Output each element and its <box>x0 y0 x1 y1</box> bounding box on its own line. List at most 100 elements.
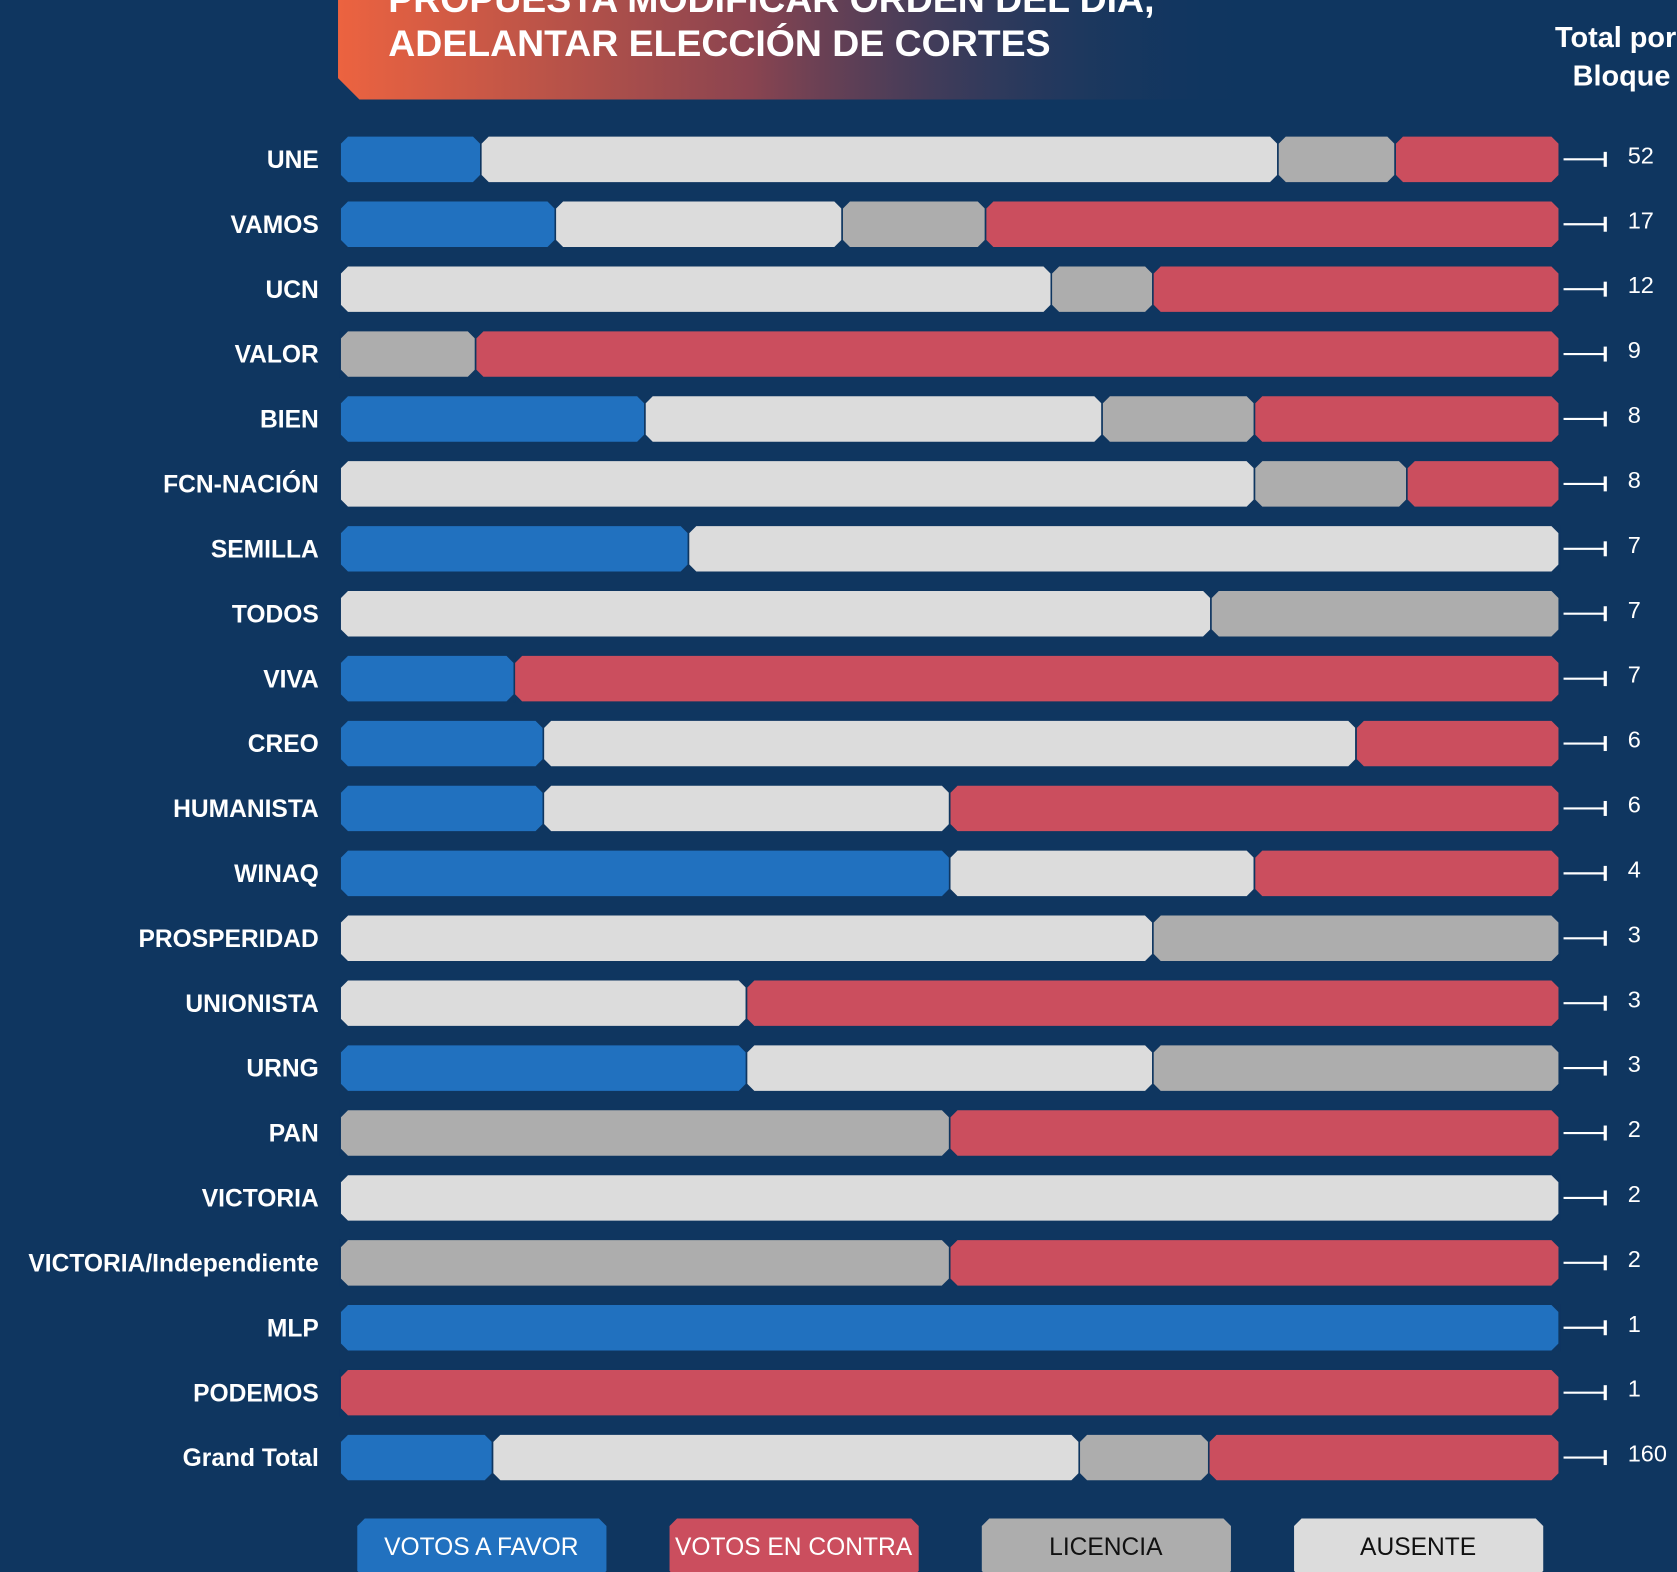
legend-label: LICENCIA <box>1049 1534 1163 1561</box>
chart-title: ADELANTAR ELECCIÓN DE CORTES <box>388 22 1050 64</box>
category-label: MLP <box>267 1315 319 1342</box>
total-label: 4 <box>1628 856 1641 882</box>
category-label: FCN-NACIÓN <box>163 471 319 499</box>
bar-segment <box>339 329 477 379</box>
bar-segment <box>948 1108 1561 1158</box>
legend-label: VOTOS EN CONTRA <box>675 1534 913 1561</box>
bar-segment <box>339 199 557 249</box>
total-label: 1 <box>1628 1376 1641 1402</box>
category-label: VALOR <box>235 342 319 369</box>
legend-swatch <box>669 1518 919 1572</box>
bar-segment <box>1152 264 1561 314</box>
totals-header: Total por <box>1555 22 1676 54</box>
category-label: UNIONISTA <box>185 991 319 1018</box>
category-label: PAN <box>269 1121 319 1148</box>
legend-swatch <box>1294 1518 1544 1572</box>
bar-segment <box>1210 589 1561 639</box>
category-label: PODEMOS <box>193 1380 319 1407</box>
bar-segment <box>339 459 1256 509</box>
bar-segment <box>339 978 748 1028</box>
bar-segment <box>644 394 1103 444</box>
bar-segment <box>948 849 1256 898</box>
category-label: VAMOS <box>230 212 318 239</box>
bar-segment <box>513 654 1561 703</box>
bar-segment <box>339 1433 494 1482</box>
bar-segment <box>554 199 843 249</box>
bar-segment <box>948 784 1561 833</box>
total-label: 12 <box>1628 272 1654 298</box>
total-label: 2 <box>1628 1116 1641 1142</box>
bar-segment <box>1253 394 1561 444</box>
bar-segment <box>1207 1433 1561 1482</box>
bar-segment <box>542 784 951 833</box>
bar-segment <box>1277 135 1396 184</box>
category-label: VIVA <box>263 666 319 693</box>
category-label: URNG <box>246 1056 318 1083</box>
bar-segment <box>1253 459 1408 509</box>
legend-swatch <box>357 1518 607 1572</box>
category-label: VICTORIA <box>202 1186 319 1213</box>
total-label: 6 <box>1628 792 1641 818</box>
total-label: 2 <box>1628 1181 1641 1207</box>
bar-segment <box>339 1238 951 1288</box>
bar-segment <box>948 1238 1561 1288</box>
category-label: TODOS <box>232 601 319 628</box>
bar-segment <box>491 1433 1081 1482</box>
total-label: 6 <box>1628 727 1641 753</box>
total-label: 8 <box>1628 402 1641 428</box>
bar-segment <box>745 978 1561 1028</box>
bar-segment <box>1253 849 1561 898</box>
total-label: 52 <box>1628 142 1654 168</box>
category-label: VICTORIA/Independiente <box>28 1250 318 1277</box>
total-label: 9 <box>1628 337 1641 363</box>
total-label: 7 <box>1628 532 1641 558</box>
legend-label: AUSENTE <box>1360 1534 1476 1561</box>
total-label: 3 <box>1628 986 1641 1012</box>
bar-segment <box>687 524 1561 574</box>
bar-segment <box>339 1368 1561 1417</box>
total-label: 160 <box>1628 1441 1667 1467</box>
bar-segment <box>1355 719 1561 768</box>
category-label: BIEN <box>260 407 319 434</box>
bar-segment <box>339 1043 748 1093</box>
category-label: SEMILLA <box>211 536 319 563</box>
bar-segment <box>339 135 482 184</box>
bar-segment <box>339 264 1053 314</box>
total-label: 7 <box>1628 662 1641 688</box>
bar-segment <box>1406 459 1561 509</box>
total-label: 2 <box>1628 1246 1641 1272</box>
bar-segment <box>480 135 1279 184</box>
total-label: 8 <box>1628 467 1641 493</box>
legend-swatch <box>981 1518 1231 1572</box>
bar-segment <box>339 784 545 833</box>
bar-segment <box>339 1303 1561 1353</box>
total-label: 3 <box>1628 921 1641 947</box>
bar-segment <box>841 199 987 249</box>
bar-segment <box>339 913 1154 963</box>
bar-segment <box>984 199 1561 249</box>
bar-segment <box>1078 1433 1210 1482</box>
title-banner <box>338 0 1257 100</box>
category-label: PROSPERIDAD <box>138 926 318 953</box>
bar-segment <box>339 394 646 444</box>
chart-title: PROPUESTA MODIFICAR ORDEN DEL DÍA, <box>388 0 1154 20</box>
bar-segment <box>339 524 690 574</box>
bar-segment <box>1101 394 1256 444</box>
bar-segment <box>339 654 516 703</box>
bar-segment <box>1152 1043 1561 1093</box>
bar-segment <box>1050 264 1154 314</box>
category-label: HUMANISTA <box>173 796 319 823</box>
total-label: 17 <box>1628 207 1654 233</box>
bar-segment <box>1394 135 1561 184</box>
bar-segment <box>339 1173 1561 1223</box>
total-label: 7 <box>1628 597 1641 623</box>
bar-segment <box>339 849 951 898</box>
category-label: CREO <box>248 731 319 758</box>
category-label: UNE <box>267 147 319 174</box>
bar-segment <box>474 329 1561 379</box>
totals-header: Bloque <box>1573 61 1671 93</box>
bar-segment <box>339 719 545 768</box>
legend-label: VOTOS A FAVOR <box>384 1534 578 1561</box>
